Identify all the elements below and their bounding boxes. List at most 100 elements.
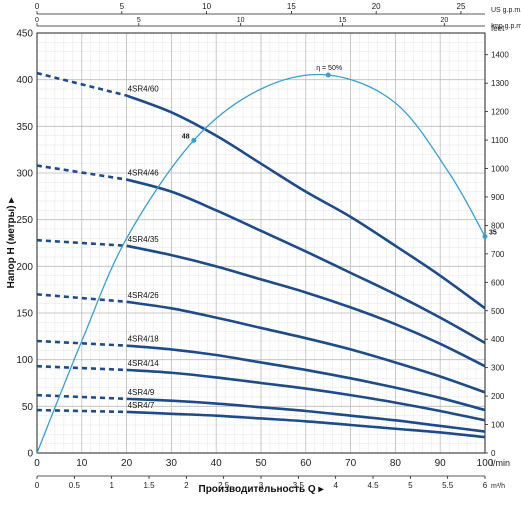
feet-tick-label: 500 (491, 307, 505, 316)
y-tick-label: 400 (16, 75, 33, 86)
feet-tick-label: 700 (491, 250, 505, 259)
series-label: 4SR4/7 (128, 401, 155, 410)
imp-gpm-tick-label: 5 (137, 17, 141, 24)
m3h-tick-label: 0.5 (69, 481, 81, 490)
m3h-tick-label: 0 (35, 481, 40, 490)
feet-tick-label: 400 (491, 335, 505, 344)
efficiency-point (191, 137, 197, 143)
x-axis-title: Производительность Q ▸ (199, 484, 325, 495)
plot-frame (36, 32, 486, 454)
us-gpm-tick-label: 10 (202, 2, 211, 11)
feet-tick-label: 1200 (491, 108, 509, 117)
x-tick-label: 0 (34, 458, 40, 469)
m3h-tick-label: 4 (333, 481, 338, 490)
lmin-unit-label: l/min (491, 458, 510, 468)
efficiency-point (482, 233, 488, 239)
m3h-tick-label: 6 (483, 481, 488, 490)
feet-tick-label: 1300 (491, 79, 509, 88)
pump-curve (126, 410, 486, 439)
m3h-tick-label: 4.5 (367, 481, 379, 490)
m3h-tick-label: 1 (109, 481, 114, 490)
pump-curve-dashed (36, 71, 127, 97)
feet-tick-label: 300 (491, 364, 505, 373)
series-label: 4SR4/14 (128, 359, 160, 368)
y-tick-label: 100 (16, 355, 33, 366)
m3h-tick-label: 1.5 (143, 481, 155, 490)
x-tick-label: 70 (345, 458, 357, 469)
m3h-tick-label: 2.5 (218, 481, 230, 490)
y-tick-label: 250 (16, 215, 33, 226)
pump-curve (126, 368, 486, 422)
m3h-unit-label: m³/h (491, 483, 505, 490)
efficiency-point-label: 35 (489, 229, 497, 236)
efficiency-curve (36, 73, 486, 454)
feet-tick-label: 1000 (491, 165, 509, 174)
pump-curve (126, 300, 486, 394)
feet-tick-label: 900 (491, 193, 505, 202)
pump-curve (126, 244, 486, 368)
imp-gpm-unit-label: Imp g.p.m. (491, 23, 521, 30)
m3h-tick-label: 3 (259, 481, 264, 490)
m3h-tick-label: 2 (184, 481, 189, 490)
us-gpm-tick-label: 0 (35, 2, 40, 11)
feet-tick-label: 1100 (491, 136, 509, 145)
x-tick-label: 40 (211, 458, 223, 469)
y-axis-title: Напор H (метры) ▸ (6, 197, 17, 289)
efficiency-label: η = 50% (316, 65, 342, 72)
x-tick-label: 20 (121, 458, 133, 469)
series-label: 4SR4/18 (128, 335, 160, 344)
us-gpm-tick-label: 15 (287, 2, 296, 11)
feet-tick-label: 1400 (491, 51, 509, 60)
y-tick-label: 450 (16, 29, 33, 40)
pump-curve-dashed (36, 393, 127, 401)
x-tick-label: 30 (166, 458, 178, 469)
x-tick-label: 10 (76, 458, 88, 469)
us-gpm-unit-label: US g.p.m. (491, 7, 521, 14)
feet-tick-label: 800 (491, 221, 505, 230)
pump-curve-dashed (36, 339, 127, 347)
x-tick-label: 60 (300, 458, 312, 469)
feet-tick-label: 0 (491, 449, 496, 458)
pump-curve-dashed (36, 408, 127, 414)
pump-curve-dashed (36, 164, 127, 181)
imp-gpm-tick-label: 15 (339, 17, 347, 24)
pump-curve (126, 94, 486, 310)
series-label: 4SR4/9 (128, 388, 155, 397)
x-tick-label: 50 (255, 458, 267, 469)
series-label: 4SR4/35 (128, 235, 160, 244)
feet-tick-label: 200 (491, 392, 505, 401)
imp-gpm-tick-label: 0 (35, 17, 39, 24)
pump-curve-dashed (36, 293, 127, 304)
us-gpm-tick-label: 25 (457, 2, 466, 11)
x-tick-label: 100 (477, 458, 494, 469)
pump-curve (126, 344, 486, 412)
series-label: 4SR4/46 (128, 169, 160, 178)
y-tick-label: 300 (16, 169, 33, 180)
y-tick-label: 150 (16, 309, 33, 320)
pump-curve-dashed (36, 364, 127, 372)
series-label: 4SR4/60 (128, 85, 160, 94)
m3h-tick-label: 5 (408, 481, 413, 490)
imp-gpm-tick-label: 20 (440, 17, 448, 24)
series-label: 4SR4/26 (128, 291, 160, 300)
y-tick-label: 50 (22, 402, 34, 413)
feet-tick-label: 600 (491, 278, 505, 287)
x-tick-label: 90 (435, 458, 447, 469)
pump-curve (126, 397, 486, 433)
feet-unit-label: feet (491, 24, 505, 33)
us-gpm-tick-label: 5 (120, 2, 125, 11)
y-tick-label: 350 (16, 122, 33, 133)
efficiency-point (325, 72, 331, 78)
m3h-tick-label: 5.5 (442, 481, 454, 490)
y-tick-label: 0 (27, 449, 33, 460)
m3h-tick-label: 3.5 (293, 481, 305, 490)
imp-gpm-tick-label: 10 (237, 17, 245, 24)
feet-tick-label: 100 (491, 421, 505, 430)
efficiency-point-label: 48 (182, 133, 190, 140)
y-tick-label: 200 (16, 262, 33, 273)
x-tick-label: 80 (390, 458, 402, 469)
pump-curve-dashed (36, 238, 127, 248)
pump-curve (126, 178, 486, 345)
